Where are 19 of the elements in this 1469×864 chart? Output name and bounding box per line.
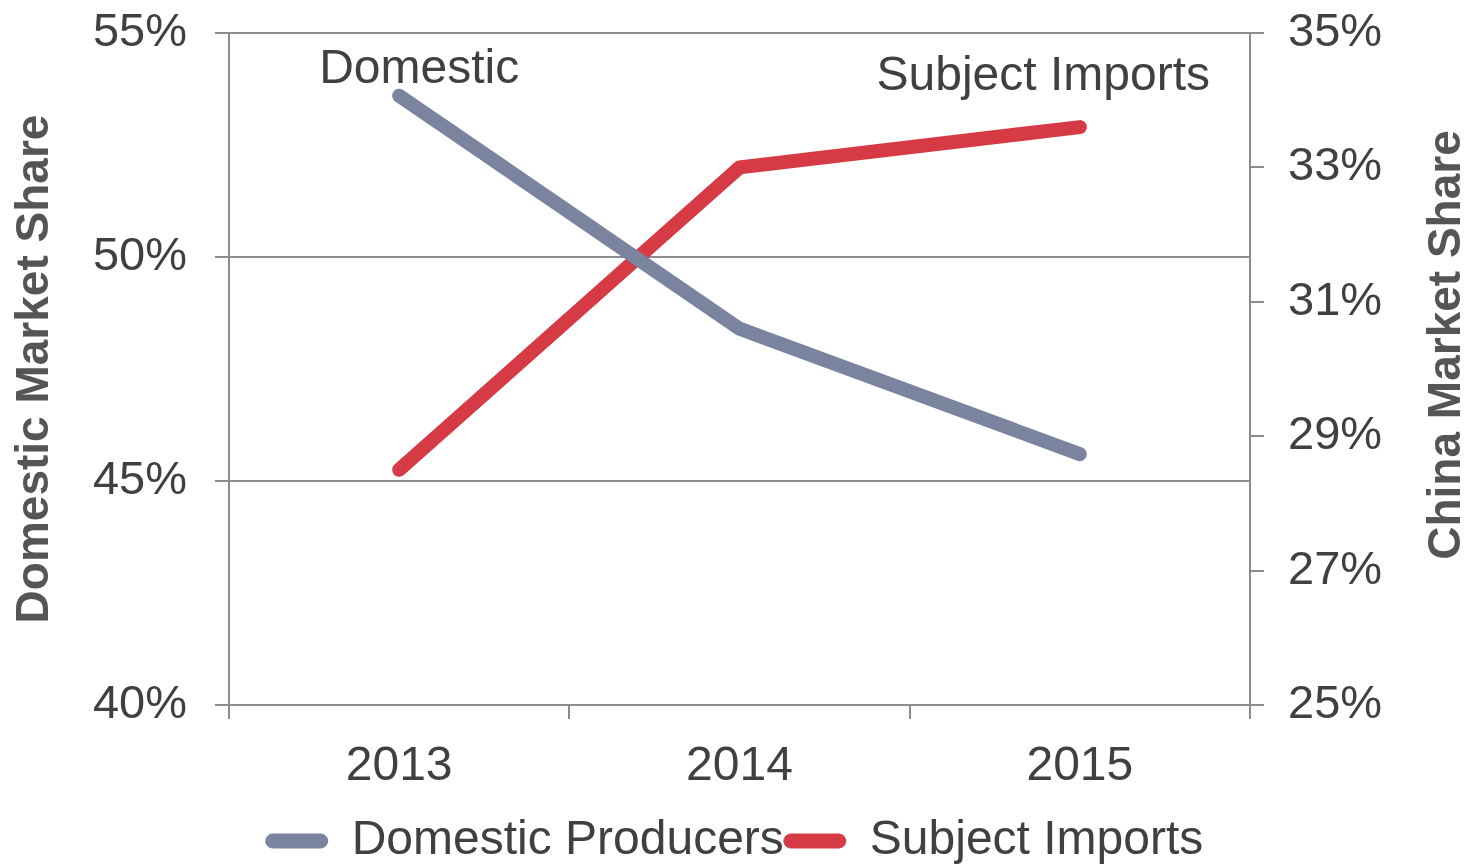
y-tick-label: 50% (92, 226, 187, 280)
y2-axis-title: China Market Share (1417, 130, 1469, 560)
y2-tick-label: 29% (1288, 406, 1383, 460)
legend-label: Domestic Producers (351, 811, 784, 864)
y-axis-title: Domestic Market Share (6, 114, 59, 624)
y2-tick-label: 25% (1288, 674, 1383, 728)
y-tick-label: 40% (92, 674, 187, 728)
x-tick-label: 2015 (1026, 737, 1134, 791)
y2-tick-label: 35% (1288, 2, 1383, 56)
annotation: Domestic (319, 40, 520, 93)
x-tick-label: 2014 (686, 737, 793, 791)
y-tick-label: 45% (92, 450, 187, 504)
x-tick-label: 2013 (345, 737, 453, 791)
y-tick-label: 55% (92, 2, 187, 56)
y2-tick-label: 33% (1288, 137, 1383, 191)
y2-tick-label: 27% (1288, 540, 1383, 594)
annotation: Subject Imports (876, 47, 1210, 100)
y2-tick-label: 31% (1288, 271, 1383, 325)
legend-label: Subject Imports (869, 811, 1204, 864)
